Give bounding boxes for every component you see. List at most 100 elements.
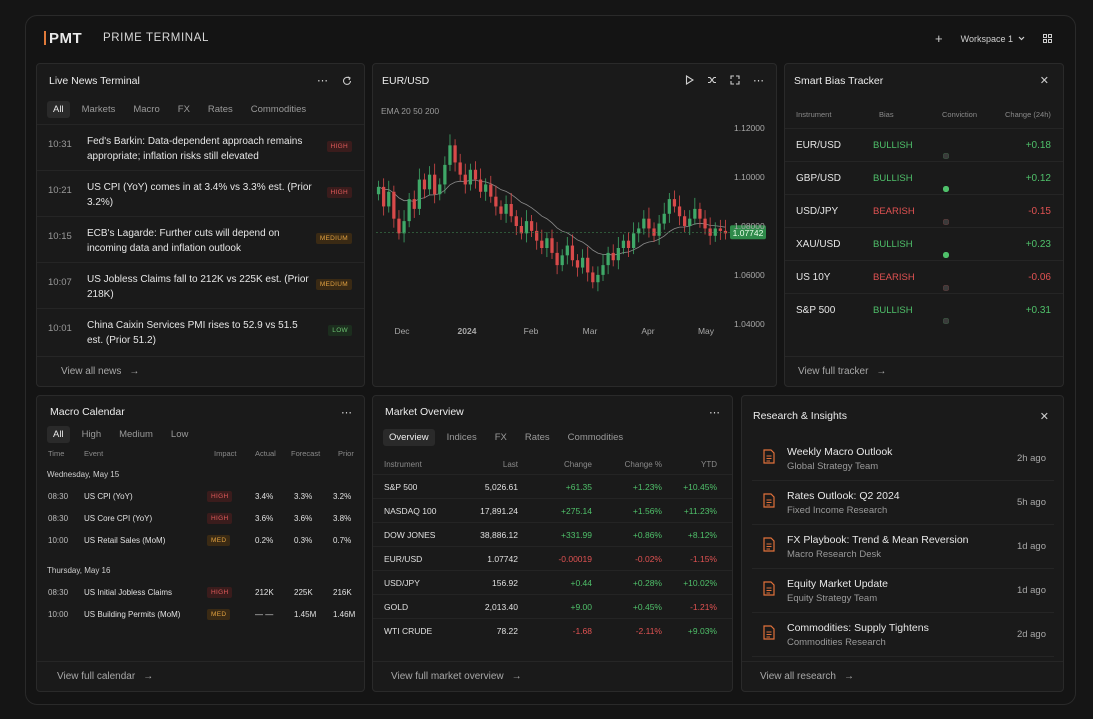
- prior-value: 1.46M: [333, 610, 356, 619]
- calendar-row[interactable]: 08:30 US Core CPI (YoY) HIGH 3.6% 3.6% 3.8%: [37, 508, 364, 530]
- more-icon[interactable]: ⋯: [753, 75, 764, 87]
- last-value: 156.92: [492, 578, 518, 588]
- view-full-tracker-link[interactable]: View full tracker →: [785, 356, 1063, 386]
- arrow-right-icon: →: [843, 671, 854, 682]
- impact-badge: HIGH: [207, 491, 233, 502]
- event-time: 08:30: [48, 588, 69, 597]
- market-row[interactable]: USD/JPY 156.92 +0.44 +0.28% +10.02%: [373, 570, 732, 594]
- tab-rates[interactable]: Rates: [207, 104, 233, 115]
- tab-low[interactable]: Low: [170, 429, 189, 440]
- tab-macro[interactable]: Macro: [133, 104, 160, 115]
- tab-commodities[interactable]: Commodities: [567, 432, 624, 443]
- footer-label: View all news: [61, 366, 122, 377]
- change-pct-value: +0.86%: [632, 530, 662, 540]
- refresh-icon[interactable]: [342, 76, 352, 86]
- candle-body: [621, 240, 626, 248]
- bias-row[interactable]: XAU/USD BULLISH +0.23: [785, 227, 1063, 260]
- view-full-market-link[interactable]: View full market overview →: [373, 661, 732, 691]
- tab-all[interactable]: All: [47, 101, 70, 118]
- tab-fx[interactable]: FX: [494, 432, 507, 443]
- research-age: 2h ago: [1016, 453, 1046, 464]
- document-icon: [763, 625, 775, 640]
- news-headline: ECB's Lagarde: Further cuts will depend …: [87, 228, 280, 254]
- panel-title: Smart Bias Tracker: [794, 75, 884, 87]
- play-icon[interactable]: [685, 75, 694, 85]
- close-icon[interactable]: ✕: [1039, 75, 1049, 87]
- view-all-news-link[interactable]: View all news →: [37, 356, 364, 386]
- candle-body: [698, 208, 702, 219]
- candle-body: [468, 169, 473, 185]
- tab-commodities[interactable]: Commodities: [250, 104, 307, 115]
- view-full-calendar-link[interactable]: View full calendar →: [37, 661, 364, 691]
- news-item[interactable]: 10:21 US CPI (YoY) comes in at 3.4% vs 3.…: [37, 170, 364, 216]
- conviction-dot: [943, 219, 949, 225]
- bias-row[interactable]: USD/JPY BEARISH -0.15: [785, 194, 1063, 227]
- tab-rates[interactable]: Rates: [524, 432, 550, 443]
- tab-overview[interactable]: Overview: [383, 429, 435, 446]
- tab-medium[interactable]: Medium: [119, 429, 153, 440]
- news-item[interactable]: 10:01 China Caixin Services PMI rises to …: [37, 308, 364, 354]
- calendar-row[interactable]: 10:00 US Building Permits (MoM) MED — — 1.45…: [37, 604, 364, 626]
- calendar-tabs: All High Medium Low: [47, 426, 200, 443]
- grid-icon[interactable]: [1043, 34, 1052, 43]
- more-icon[interactable]: ⋯: [341, 407, 352, 419]
- news-tabs: All Markets Macro FX Rates Commodities: [47, 101, 318, 118]
- candle-body: [519, 226, 524, 234]
- research-item[interactable]: FX Playbook: Trend & Mean Reversion Macro…: [752, 529, 1054, 569]
- bias-row[interactable]: EUR/USD BULLISH +0.18: [785, 128, 1063, 161]
- bias-row[interactable]: S&P 500 BULLISH +0.31: [785, 293, 1063, 326]
- market-row[interactable]: GOLD 2,013.40 +9.00 +0.45% -1.21%: [373, 594, 732, 618]
- tab-high[interactable]: High: [81, 429, 102, 440]
- candle-body: [667, 199, 671, 214]
- workspace-selector[interactable]: Workspace 1: [961, 34, 1025, 44]
- more-icon[interactable]: ⋯: [317, 75, 328, 87]
- calendar-row[interactable]: 10:00 US Retail Sales (MoM) MED 0.2% 0.3% 0.7…: [37, 530, 364, 552]
- candle-body: [453, 145, 457, 163]
- tab-indices[interactable]: Indices: [446, 432, 477, 443]
- add-icon[interactable]: +: [935, 31, 943, 46]
- research-item[interactable]: Commodities: Supply Tightens Commodities …: [752, 617, 1054, 657]
- news-item[interactable]: 10:31 Fed's Barkin: Data-dependent approa…: [37, 124, 364, 170]
- research-item[interactable]: Equity Market Update Equity Strategy Team…: [752, 573, 1054, 613]
- forecast-value: 1.45M: [294, 610, 317, 619]
- x-tick-label: Mar: [583, 326, 598, 336]
- market-row[interactable]: S&P 500 5,026.61 +61.35 +1.23% +10.45%: [373, 474, 732, 498]
- market-row[interactable]: NASDAQ 100 17,891.24 +275.14 +1.56% +11.23%: [373, 498, 732, 522]
- news-headline: Fed's Barkin: Data-dependent approach re…: [87, 136, 303, 162]
- shuffle-icon[interactable]: [707, 75, 717, 85]
- news-item[interactable]: 10:07 US Jobless Claims fall to 212K vs 2…: [37, 262, 364, 308]
- research-item[interactable]: Rates Outlook: Q2 2024 Fixed Income Resea…: [752, 485, 1054, 525]
- bias-row[interactable]: US 10Y BEARISH -0.06: [785, 260, 1063, 293]
- research-source: Macro Research Desk: [787, 549, 881, 560]
- bias-label: BULLISH: [873, 239, 913, 250]
- expand-icon[interactable]: [730, 75, 740, 85]
- news-time: 10:21: [48, 185, 72, 196]
- tab-fx[interactable]: FX: [177, 104, 190, 115]
- calendar-panel: Macro Calendar ⋯ All High Medium Low Time E…: [36, 395, 365, 692]
- conviction-dot: [943, 318, 949, 324]
- tab-markets[interactable]: Markets: [81, 104, 116, 115]
- calendar-row[interactable]: 08:30 US CPI (YoY) HIGH 3.4% 3.3% 3.2%: [37, 486, 364, 508]
- change-pct-value: +1.56%: [632, 506, 662, 516]
- last-value: 1.07742: [487, 554, 518, 564]
- view-all-research-link[interactable]: View all research →: [742, 661, 1063, 691]
- research-age: 1d ago: [1016, 541, 1046, 552]
- bias-row[interactable]: GBP/USD BULLISH +0.12: [785, 161, 1063, 194]
- market-row[interactable]: EUR/USD 1.07742 -0.00019 -0.02% -1.15%: [373, 546, 732, 570]
- more-icon[interactable]: ⋯: [709, 407, 720, 419]
- market-row[interactable]: WTI CRUDE 78.22 -1.68 -2.11% +9.03%: [373, 618, 732, 642]
- close-icon[interactable]: ✕: [1039, 411, 1049, 423]
- price-chart[interactable]: 1.07742 1.12000 1.10000 1.08000 1.06000 1.040…: [373, 64, 777, 387]
- change-value: -0.15: [1028, 206, 1051, 217]
- market-row[interactable]: DOW JONES 38,886.12 +331.99 +0.86% +8.12%: [373, 522, 732, 546]
- research-age: 5h ago: [1016, 497, 1046, 508]
- indicator-label: EMA 20 50 200: [381, 106, 440, 116]
- calendar-row[interactable]: 08:30 US Initial Jobless Claims HIGH 212K 22…: [37, 582, 364, 604]
- candle-body: [433, 174, 437, 195]
- research-item[interactable]: Weekly Macro Outlook Global Strategy Team…: [752, 441, 1054, 481]
- news-item[interactable]: 10:15 ECB's Lagarde: Further cuts will de…: [37, 216, 364, 262]
- candle-body: [407, 199, 411, 222]
- change-pct-value: +0.28%: [632, 578, 662, 588]
- col-forecast: Forecast: [291, 449, 321, 458]
- tab-all[interactable]: All: [47, 426, 70, 443]
